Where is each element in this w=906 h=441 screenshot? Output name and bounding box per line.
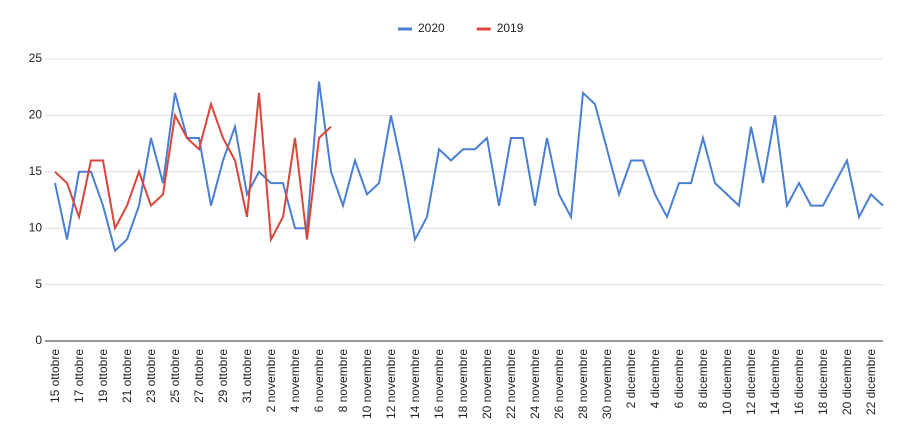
x-tick-label: 8 dicembre	[696, 349, 710, 409]
x-tick-label: 22 novembre	[504, 349, 518, 419]
x-tick-label: 6 dicembre	[672, 349, 686, 409]
x-tick-label: 16 dicembre	[792, 349, 806, 415]
x-tick-label: 10 dicembre	[720, 349, 734, 415]
legend-label: 2020	[418, 21, 445, 35]
y-tick-label: 20	[29, 108, 43, 122]
y-tick-label: 10	[29, 220, 43, 234]
x-tick-label: 25 ottobre	[168, 349, 182, 403]
x-tick-label: 6 novembre	[312, 349, 326, 413]
series-line	[54, 81, 884, 253]
x-tick-label: 26 novembre	[552, 349, 566, 419]
x-tick-label: 2 dicembre	[624, 349, 638, 409]
legend-label: 2019	[497, 21, 524, 35]
x-tick-label: 14 dicembre	[768, 349, 782, 415]
x-tick-label: 30 novembre	[600, 349, 614, 419]
x-tick-label: 17 ottobre	[72, 349, 86, 403]
x-tick-label: 10 novembre	[360, 349, 374, 419]
x-tick-label: 8 novembre	[336, 349, 350, 413]
y-tick-label: 5	[35, 277, 42, 291]
x-tick-label: 21 ottobre	[120, 349, 134, 403]
y-tick-label: 0	[35, 333, 42, 347]
x-tick-label: 22 dicembre	[864, 349, 878, 415]
x-tick-label: 12 dicembre	[744, 349, 758, 415]
x-tick-label: 20 dicembre	[840, 349, 854, 415]
series-line	[54, 92, 332, 243]
x-tick-label: 4 dicembre	[648, 349, 662, 409]
x-tick-label: 15 ottobre	[48, 349, 62, 403]
x-tick-label: 18 dicembre	[816, 349, 830, 415]
x-tick-label: 20 novembre	[480, 349, 494, 419]
x-tick-label: 18 novembre	[456, 349, 470, 419]
x-tick-label: 19 ottobre	[96, 349, 110, 403]
x-tick-label: 2 novembre	[264, 349, 278, 413]
y-tick-label: 25	[29, 51, 43, 65]
x-tick-label: 23 ottobre	[144, 349, 158, 403]
x-tick-label: 4 novembre	[288, 349, 302, 413]
x-tick-label: 28 novembre	[576, 349, 590, 419]
x-tick-label: 14 novembre	[408, 349, 422, 419]
x-tick-label: 12 novembre	[384, 349, 398, 419]
x-tick-label: 24 novembre	[528, 349, 542, 419]
x-tick-label: 16 novembre	[432, 349, 446, 419]
x-tick-label: 31 ottobre	[240, 349, 254, 403]
y-tick-label: 15	[29, 164, 43, 178]
x-tick-label: 29 ottobre	[216, 349, 230, 403]
x-tick-label: 27 ottobre	[192, 349, 206, 403]
